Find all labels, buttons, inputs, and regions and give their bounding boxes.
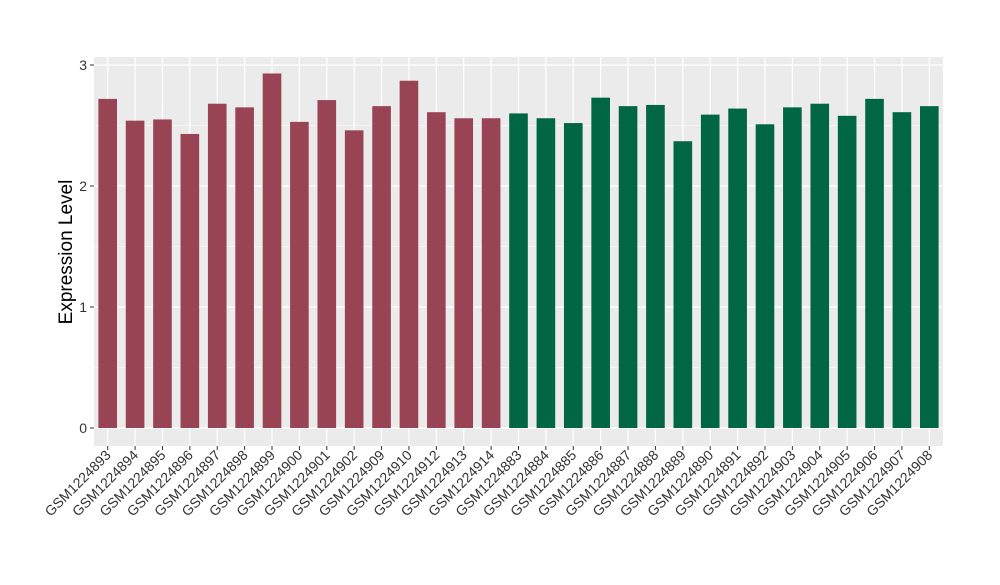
y-tick-label: 0 bbox=[79, 420, 87, 436]
bar-GSM1224894[interactable] bbox=[125, 120, 145, 428]
bar-GSM1224912[interactable] bbox=[427, 112, 446, 428]
bar-GSM1224902[interactable] bbox=[344, 130, 364, 428]
bar-GSM1224886[interactable] bbox=[591, 97, 610, 429]
bar-GSM1224884[interactable] bbox=[536, 118, 556, 429]
bar-GSM1224899[interactable] bbox=[262, 73, 282, 428]
bar-GSM1224896[interactable] bbox=[180, 133, 200, 428]
bar-GSM1224910[interactable] bbox=[399, 80, 419, 428]
bar-GSM1224909[interactable] bbox=[372, 106, 391, 428]
bar-GSM1224906[interactable] bbox=[865, 98, 884, 428]
bar-GSM1224908[interactable] bbox=[919, 106, 939, 428]
bar-GSM1224901[interactable] bbox=[317, 100, 337, 428]
y-tick-label: 1 bbox=[79, 299, 87, 315]
y-tick-label: 3 bbox=[79, 57, 87, 73]
axes: 0123GSM1224893GSM1224894GSM1224895GSM122… bbox=[41, 57, 935, 519]
bar-GSM1224914[interactable] bbox=[481, 118, 501, 429]
bar-GSM1224904[interactable] bbox=[810, 103, 830, 428]
bar-GSM1224889[interactable] bbox=[673, 141, 693, 429]
y-axis-title: Expression Level bbox=[56, 180, 77, 325]
bars bbox=[98, 73, 939, 429]
bar-GSM1224907[interactable] bbox=[892, 112, 912, 428]
bar-GSM1224883[interactable] bbox=[509, 113, 528, 429]
bar-GSM1224913[interactable] bbox=[454, 118, 474, 429]
bar-GSM1224892[interactable] bbox=[755, 124, 775, 428]
bar-GSM1224893[interactable] bbox=[98, 98, 118, 428]
bar-GSM1224898[interactable] bbox=[235, 107, 254, 428]
bar-GSM1224891[interactable] bbox=[728, 108, 747, 428]
bar-GSM1224905[interactable] bbox=[837, 115, 857, 428]
bar-GSM1224885[interactable] bbox=[563, 123, 583, 428]
bar-GSM1224900[interactable] bbox=[290, 121, 309, 429]
y-tick-label: 2 bbox=[79, 178, 87, 194]
bar-GSM1224903[interactable] bbox=[783, 107, 802, 428]
bar-GSM1224887[interactable] bbox=[618, 106, 638, 428]
bar-GSM1224890[interactable] bbox=[700, 114, 720, 429]
bar-GSM1224888[interactable] bbox=[646, 104, 665, 429]
bar-GSM1224895[interactable] bbox=[153, 119, 172, 428]
bar-GSM1224897[interactable] bbox=[207, 103, 227, 428]
